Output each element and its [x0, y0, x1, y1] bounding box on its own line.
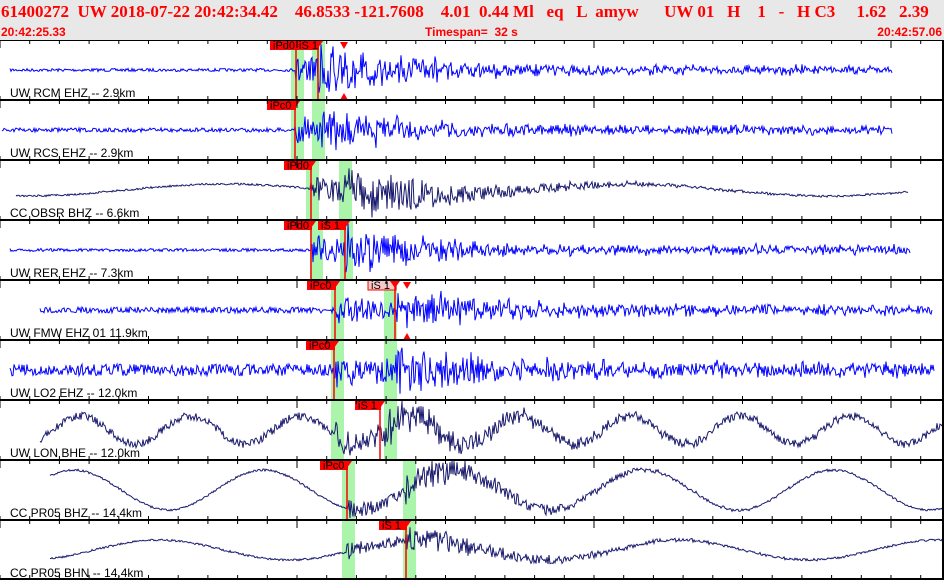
- trace-panel[interactable]: iPd0 iS 1 UW RCM EHZ -- 2.9km: [9, 40, 893, 100]
- pick-window: [339, 161, 352, 220]
- waveform: [15, 168, 909, 218]
- pick-label: iS 1: [371, 280, 390, 292]
- pick-marker-icon: [313, 41, 323, 48]
- start-time: 20:42:25.33: [1, 25, 66, 39]
- pick-label: iPc0: [323, 460, 344, 472]
- trace-label: UW RER EHZ -- 7.3km: [10, 266, 133, 280]
- trace-panel[interactable]: iS 1 CC PR05 BHN -- 14.4km: [10, 520, 943, 580]
- trace-label: CC OBSR BHZ -- 6.6km: [10, 206, 139, 220]
- pick-flag[interactable]: [306, 340, 335, 350]
- theoretical-arrival-icon: [403, 333, 411, 340]
- pick-label: iS 1: [358, 400, 377, 412]
- pick-marker-icon: [306, 221, 316, 228]
- pick-label: iPd0: [273, 40, 295, 52]
- trace-label: UW RCS EHZ -- 2.9km: [10, 146, 133, 160]
- trace-panel[interactable]: iPd0 iS 1 UW RER EHZ -- 7.3km: [9, 220, 911, 280]
- pick-label: iS 1: [299, 40, 318, 52]
- pick-flag[interactable]: [355, 400, 381, 410]
- pick-label: iPc0: [310, 280, 331, 292]
- pick-window: [403, 461, 416, 520]
- trace-panel[interactable]: iPd0 CC OBSR BHZ -- 6.6km: [10, 160, 909, 220]
- waveform: [9, 44, 893, 93]
- event-header: 61400272 UW 2018-07-22 20:42:34.42 46.85…: [0, 0, 944, 40]
- pick-marker-icon: [375, 401, 385, 408]
- pick-label: iPd0: [287, 220, 309, 232]
- pick-marker-icon: [390, 281, 400, 288]
- pick-flag[interactable]: [267, 100, 296, 110]
- theoretical-arrival-icon: [340, 42, 348, 49]
- trace-label: UW LON BHE -- 12.0km: [10, 446, 140, 460]
- pick-window: [340, 221, 353, 280]
- trace-panel[interactable]: iPc0 UW RCS EHZ -- 2.9km: [1, 100, 893, 160]
- trace-label: CC PR05 BHZ -- 14.4km: [10, 506, 142, 520]
- seismogram-panels[interactable]: iPd0 iS 1 UW RCM EHZ -- 2.9km iPc0 UW RCS EH…: [0, 40, 944, 580]
- trace-panel[interactable]: iPc0 CC PR05 BHZ -- 14.4km: [10, 460, 943, 520]
- theoretical-arrival-icon: [340, 93, 348, 100]
- pick-label: iPc0: [270, 100, 291, 112]
- pick-marker-icon: [330, 281, 340, 288]
- waveform: [49, 527, 943, 565]
- pick-marker-icon: [401, 521, 411, 528]
- pick-flag[interactable]: [284, 160, 312, 170]
- waveform: [39, 290, 933, 329]
- waveform: [9, 347, 935, 394]
- trace-panel[interactable]: iPc0 UW LO2 EHZ -- 12.0km: [9, 340, 935, 400]
- timespan: Timespan= 32 s: [425, 25, 518, 39]
- trace-label: CC PR05 BHN -- 14.4km: [10, 566, 143, 580]
- pick-window: [291, 41, 304, 100]
- pick-label: iPc0: [309, 340, 330, 352]
- pick-flag[interactable]: [318, 220, 346, 230]
- trace-label: UW FMW EHZ 01 11.9km: [10, 326, 148, 340]
- waveform: [9, 223, 911, 273]
- pick-flag[interactable]: [296, 40, 319, 50]
- waveform: [1, 111, 893, 151]
- pick-window: [384, 281, 397, 340]
- trace-panel[interactable]: iPc0 iS 1 UW FMW EHZ 01 11.9km: [10, 279, 933, 340]
- waveform: [39, 400, 943, 456]
- pick-label: iS 1: [382, 520, 401, 532]
- pick-flag[interactable]: [270, 40, 297, 50]
- pick-label: iS 1: [321, 220, 340, 232]
- event-summary: 61400272 UW 2018-07-22 20:42:34.42 46.85…: [1, 2, 929, 21]
- end-time: 20:42:57.06: [877, 25, 942, 39]
- trace-label: UW LO2 EHZ -- 12.0km: [10, 386, 137, 400]
- pick-marker-icon: [340, 221, 350, 228]
- waveform: [49, 460, 943, 519]
- pick-flag[interactable]: [379, 520, 407, 530]
- pick-marker-icon: [329, 341, 339, 348]
- trace-label: UW RCM EHZ -- 2.9km: [10, 86, 135, 100]
- pick-marker-icon: [306, 161, 316, 168]
- pick-flag[interactable]: [307, 280, 336, 290]
- pick-label: iPd0: [287, 160, 309, 172]
- theoretical-arrival-icon: [403, 282, 411, 289]
- pick-flag[interactable]: [284, 220, 312, 230]
- pick-window: [312, 101, 325, 160]
- trace-panel[interactable]: iS 1 UW LON BHE -- 12.0km: [10, 400, 943, 460]
- pick-flag[interactable]: [320, 460, 348, 470]
- pick-marker-icon: [342, 461, 352, 468]
